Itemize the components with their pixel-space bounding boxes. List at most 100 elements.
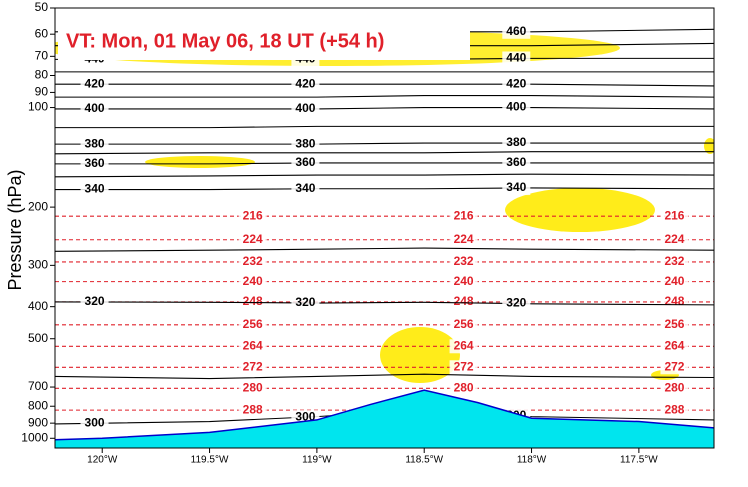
theta-label: 440 bbox=[506, 51, 526, 65]
y-tick-label: 100 bbox=[28, 100, 48, 114]
temperature-label: 264 bbox=[454, 338, 474, 352]
theta-label: 400 bbox=[295, 101, 315, 115]
theta-contour bbox=[55, 83, 714, 87]
theta-label: 340 bbox=[506, 180, 526, 194]
contour-label-bg bbox=[660, 403, 689, 418]
theta-label: 300 bbox=[85, 416, 105, 430]
temperature-label: 248 bbox=[454, 294, 474, 308]
temperature-label: 256 bbox=[243, 317, 263, 331]
y-tick-label: 70 bbox=[35, 48, 49, 62]
y-tick-label: 900 bbox=[28, 415, 48, 429]
wind-shading bbox=[380, 327, 460, 383]
theta-contour bbox=[55, 162, 714, 165]
contour-label-bg bbox=[80, 295, 109, 310]
temperature-label: 216 bbox=[664, 208, 684, 222]
contour-label-bg bbox=[238, 339, 267, 354]
terrain bbox=[55, 390, 714, 448]
contour-label-bg bbox=[238, 209, 267, 224]
contour-label-bg bbox=[238, 254, 267, 269]
theta-label: 380 bbox=[506, 135, 526, 149]
theta-label: 320 bbox=[85, 294, 105, 308]
theta-contour bbox=[55, 95, 714, 98]
contour-label-bg bbox=[660, 274, 689, 289]
contour-label-bg bbox=[291, 101, 320, 116]
contour-label-bg bbox=[502, 136, 531, 151]
contour-label-bg bbox=[449, 360, 478, 375]
plot-frame bbox=[54, 7, 715, 449]
theta-label: 340 bbox=[85, 182, 105, 196]
temperature-label: 224 bbox=[243, 232, 263, 246]
x-tick-label: 118.5°W bbox=[405, 455, 443, 466]
contour-label-bg bbox=[502, 51, 531, 66]
temperature-label: 240 bbox=[664, 274, 684, 288]
contour-label-bg bbox=[449, 381, 478, 396]
wind-shading bbox=[505, 188, 655, 232]
contour-label-bg bbox=[80, 156, 109, 171]
theta-contour bbox=[55, 151, 714, 155]
y-tick-label: 60 bbox=[35, 26, 49, 40]
x-tick-label: 118°W bbox=[517, 455, 547, 466]
theta-contour bbox=[55, 125, 714, 129]
contour-label-bg bbox=[238, 274, 267, 289]
theta-contour bbox=[55, 142, 714, 145]
y-tick-label: 80 bbox=[35, 68, 49, 82]
contour-label-bg bbox=[291, 137, 320, 152]
temperature-label: 272 bbox=[454, 359, 474, 373]
temperature-label: 232 bbox=[454, 254, 474, 268]
temperature-label: 264 bbox=[664, 338, 684, 352]
temperature-label: 280 bbox=[664, 380, 684, 394]
theta-label: 420 bbox=[295, 76, 315, 90]
contour-label-bg bbox=[449, 274, 478, 289]
contour-label-bg bbox=[80, 416, 109, 431]
theta-label: 380 bbox=[85, 136, 105, 150]
temperature-label: 248 bbox=[243, 294, 263, 308]
temperature-label: 216 bbox=[454, 208, 474, 222]
wind-shading bbox=[145, 156, 255, 168]
y-tick-label: 500 bbox=[28, 331, 48, 345]
theta-label: 300 bbox=[295, 409, 315, 423]
theta-contour bbox=[55, 107, 714, 110]
contour-label-bg bbox=[449, 294, 478, 309]
temperature-label: 224 bbox=[454, 232, 474, 246]
theta-contour bbox=[55, 373, 714, 380]
contour-label-bg bbox=[291, 155, 320, 170]
contour-label-bg bbox=[660, 317, 689, 332]
contour-label-bg bbox=[660, 381, 689, 396]
wind-shading bbox=[704, 138, 714, 154]
contour-label-bg bbox=[80, 137, 109, 152]
contour-label-bg bbox=[660, 294, 689, 309]
contour-label-bg bbox=[291, 181, 320, 196]
x-tick-label: 120°W bbox=[87, 455, 118, 466]
contour-label-bg bbox=[660, 360, 689, 375]
temperature-label: 232 bbox=[664, 254, 684, 268]
temperature-label: 256 bbox=[664, 317, 684, 331]
title-box bbox=[58, 22, 470, 60]
contour-label-bg bbox=[238, 381, 267, 396]
contour-label-bg bbox=[502, 100, 531, 115]
contour-label-bg bbox=[80, 182, 109, 197]
temperature-label: 280 bbox=[243, 380, 263, 394]
theta-contour bbox=[55, 301, 714, 306]
contour-label-bg bbox=[660, 232, 689, 247]
x-tick-label: 119°W bbox=[302, 455, 332, 466]
temperature-label: 232 bbox=[243, 254, 263, 268]
contour-label-bg bbox=[502, 155, 531, 170]
contour-label-bg bbox=[238, 360, 267, 375]
theta-label: 380 bbox=[295, 136, 315, 150]
contour-label-bg bbox=[291, 295, 320, 310]
x-tick-label: 119.5°W bbox=[191, 455, 229, 466]
contour-label-bg bbox=[449, 209, 478, 224]
theta-contour bbox=[55, 187, 714, 191]
theta-label: 400 bbox=[506, 100, 526, 114]
contour-label-bg bbox=[238, 294, 267, 309]
contour-label-bg bbox=[449, 339, 478, 354]
y-tick-label: 1000 bbox=[21, 430, 48, 444]
contour-label-bg bbox=[502, 77, 531, 92]
y-tick-label: 300 bbox=[28, 258, 48, 272]
temperature-label: 288 bbox=[243, 402, 263, 416]
contour-label-bg bbox=[80, 77, 109, 92]
y-tick-label: 200 bbox=[28, 199, 48, 213]
x-tick-label: 117.5°W bbox=[620, 455, 658, 466]
contour-label-bg bbox=[502, 181, 531, 196]
